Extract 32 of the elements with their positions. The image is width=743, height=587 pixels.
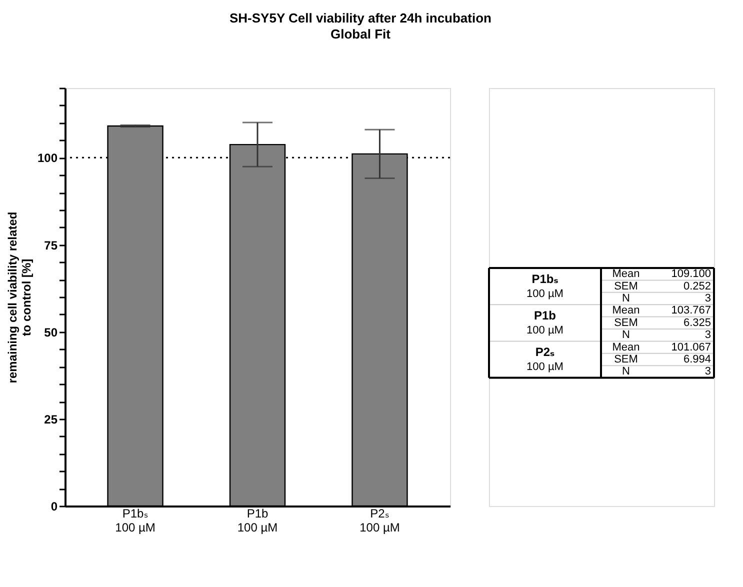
category-label: SEM (614, 280, 638, 292)
y-tick-label: 75 (44, 238, 58, 252)
chart-subtitle: Global Fit (330, 26, 392, 42)
y-tick-label: 50 (44, 325, 58, 340)
y-tick-label: 100 (37, 151, 58, 166)
category-label: P1bₛ 100 µM (526, 272, 564, 300)
text: 3 (704, 329, 711, 342)
x-tick-label: P2ₛ 100 µM (360, 506, 400, 534)
category-label: Mean (612, 268, 640, 280)
y-tick-label: 25 (44, 412, 58, 426)
category-label: N (622, 329, 630, 342)
text: 109.100 (671, 268, 711, 280)
text: 6.325 (683, 316, 711, 329)
x-tick-label: P1bₛ 100 µM (115, 506, 156, 534)
x-tick-label: P1b 100 µM (237, 506, 278, 534)
category-label: SEM (614, 354, 638, 366)
text: 3 (704, 292, 711, 304)
category-label: Mean (612, 304, 640, 317)
category-label: SEM (614, 316, 638, 329)
text: 6.994 (683, 354, 711, 366)
text: 101.067 (671, 341, 711, 354)
chart-title: SH-SY5Y Cell viability after 24h incubation (229, 10, 492, 26)
y-axis-title: remaining cell viability related to control [%] (5, 212, 34, 384)
category-label: P2ₛ 100 µM (526, 345, 564, 373)
category-label: N (622, 292, 630, 304)
category-label: N (622, 366, 630, 378)
category-label: Mean (612, 341, 640, 354)
category-label: P1b 100 µM (526, 308, 564, 336)
text: 103.767 (671, 304, 711, 317)
y-tick-label: 0 (50, 500, 58, 514)
text: 3 (704, 366, 711, 378)
text: 0.252 (683, 280, 711, 292)
